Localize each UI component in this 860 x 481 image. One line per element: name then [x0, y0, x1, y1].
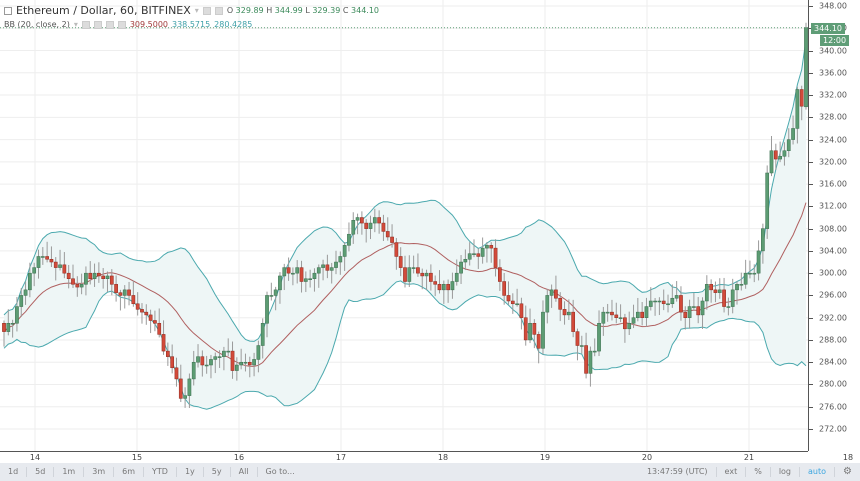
time-tick-label: 21 — [743, 453, 755, 462]
bottom-toolbar: 1d 5d 1m 3m 6m YTD 1y 5y All Go to... 13:47:59 (U… — [0, 463, 860, 481]
source-icon[interactable] — [93, 20, 102, 29]
price-tick-mark — [809, 250, 813, 252]
price-tick-mark — [809, 184, 813, 186]
bb-lower-value: 280.4285 — [214, 20, 253, 29]
hide-icon[interactable] — [214, 6, 223, 15]
price-tick-label: 292.00 — [819, 313, 847, 323]
time-tick-label: 20 — [641, 453, 653, 462]
price-tick-mark — [809, 317, 813, 319]
price-tick-label: 348.00 — [819, 1, 847, 11]
time-tick-label: 15 — [131, 453, 143, 462]
chart-legend: Ethereum / Dollar, 60, BITFINEX ▾ O 329.… — [4, 4, 379, 29]
range-button[interactable]: 1d — [0, 467, 28, 477]
range-button[interactable]: YTD — [144, 467, 177, 477]
price-tick-label: 316.00 — [819, 179, 847, 189]
bb-basis-value: 309.5000 — [129, 20, 168, 29]
range-button[interactable]: 1m — [54, 467, 85, 477]
price-tick-mark — [809, 117, 813, 119]
chevron-down-icon[interactable]: ▾ — [73, 20, 78, 29]
ext-toggle[interactable]: ext — [717, 467, 747, 477]
price-tick-mark — [809, 429, 813, 431]
price-tick-mark — [809, 406, 813, 408]
price-tick-label: 336.00 — [819, 68, 847, 78]
range-button[interactable]: 6m — [114, 467, 145, 477]
time-tick-label: 18 — [842, 453, 854, 462]
current-price-badge: 344.10 — [811, 23, 845, 34]
price-tick-mark — [809, 50, 813, 52]
clock: 13:47:59 (UTC) — [639, 467, 717, 477]
price-tick-label: 288.00 — [819, 335, 847, 345]
chevron-down-icon[interactable]: ▾ — [194, 6, 199, 15]
price-tick-mark — [809, 273, 813, 275]
time-tick-label: 19 — [539, 453, 551, 462]
time-axis[interactable]: 14 15 16 17 18 19 20 21 18 — [0, 451, 853, 464]
range-button[interactable]: 3m — [84, 467, 115, 477]
price-tick-mark — [809, 72, 813, 74]
price-tick-label: 280.00 — [819, 379, 847, 389]
price-tick-mark — [809, 161, 813, 163]
candlestick-chart[interactable] — [0, 0, 808, 451]
price-tick-label: 320.00 — [819, 157, 847, 167]
settings-icon[interactable] — [202, 6, 211, 15]
range-button[interactable]: All — [231, 467, 258, 477]
symbol-title[interactable]: Ethereum / Dollar, 60, BITFINEX — [16, 4, 191, 17]
gear-icon[interactable]: ⚙ — [843, 466, 852, 477]
price-tick-label: 312.00 — [819, 201, 847, 211]
auto-toggle[interactable]: auto — [800, 467, 836, 477]
price-tick-mark — [809, 95, 813, 97]
price-tick-mark — [809, 362, 813, 364]
time-tick-label: 16 — [233, 453, 245, 462]
price-tick-label: 272.00 — [819, 424, 847, 434]
bb-upper-value: 338.5715 — [172, 20, 211, 29]
chart-pane[interactable] — [0, 0, 808, 451]
percent-toggle[interactable]: % — [746, 467, 771, 477]
price-tick-label: 340.00 — [819, 46, 847, 56]
price-tick-label: 328.00 — [819, 112, 847, 122]
price-tick-label: 300.00 — [819, 268, 847, 278]
range-button[interactable]: 1y — [177, 467, 204, 477]
price-tick-label: 296.00 — [819, 290, 847, 300]
time-tick-label: 17 — [335, 453, 347, 462]
time-tick-label: 18 — [437, 453, 449, 462]
price-tick-label: 284.00 — [819, 357, 847, 367]
ohlc-values: O 329.89 H 344.99 L 329.39 C 344.10 — [226, 6, 380, 15]
range-buttons: 1d 5d 1m 3m 6m YTD 1y 5y All Go to... — [0, 467, 303, 477]
indicator-title[interactable]: BB (20, close, 2) — [4, 20, 70, 29]
countdown-badge: 12:00 — [820, 35, 850, 46]
range-button[interactable]: Go to... — [265, 467, 295, 476]
range-button[interactable]: 5y — [204, 467, 231, 477]
close-icon[interactable] — [117, 20, 126, 29]
log-toggle[interactable]: log — [771, 467, 801, 477]
price-tick-label: 304.00 — [819, 246, 847, 256]
price-tick-mark — [809, 6, 813, 7]
settings-icon[interactable] — [81, 20, 90, 29]
price-tick-label: 332.00 — [819, 90, 847, 100]
price-tick-label: 324.00 — [819, 135, 847, 145]
collapse-legend-icon[interactable] — [4, 6, 12, 15]
price-axis[interactable]: 348.00344.00340.00336.00332.00328.00324.… — [808, 0, 860, 451]
hide-icon[interactable] — [105, 20, 114, 29]
price-tick-mark — [809, 139, 813, 141]
price-tick-mark — [809, 295, 813, 297]
price-tick-label: 276.00 — [819, 402, 847, 412]
price-tick-mark — [809, 384, 813, 386]
range-button[interactable]: 5d — [27, 467, 55, 477]
time-tick-label: 14 — [29, 453, 41, 462]
price-tick-label: 308.00 — [819, 224, 847, 234]
price-tick-mark — [809, 206, 813, 208]
price-tick-mark — [809, 339, 813, 341]
price-tick-mark — [809, 228, 813, 230]
